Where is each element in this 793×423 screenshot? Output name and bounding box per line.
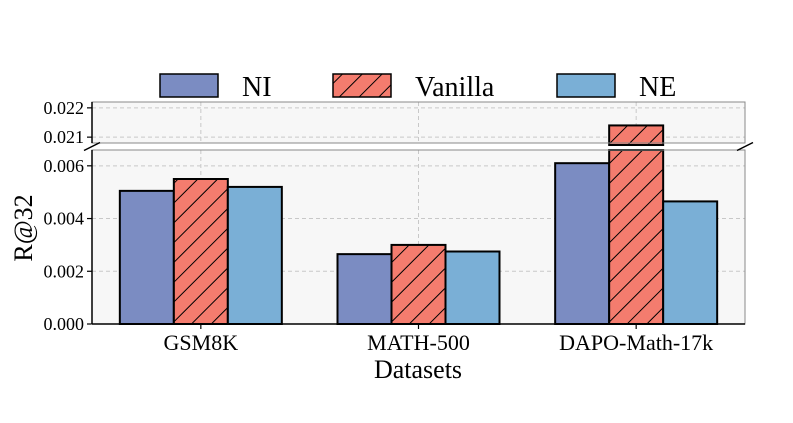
legend-label-ni: NI [242, 72, 272, 103]
axis-break-mark-right [736, 141, 754, 152]
bar-vanilla-math-500 [390, 243, 447, 325]
bar-vanilla-gsm8k [172, 178, 229, 325]
legend-swatch-vanilla [332, 73, 392, 98]
legend-swatch-ne [556, 73, 616, 98]
bar-ni-math-500 [336, 253, 393, 326]
bar-vanilla-dapo-math-17k [608, 149, 665, 325]
x-axis-title: Datasets [374, 355, 462, 384]
bar-ne-gsm8k [226, 185, 283, 325]
y-tick-label: 0.002 [44, 261, 85, 281]
bar-ni-gsm8k [118, 189, 175, 325]
x-tick-label: MATH-500 [367, 330, 470, 355]
y-tick-label: 0.000 [44, 314, 85, 334]
y-tick-label: 0.006 [44, 156, 85, 176]
bar-ne-dapo-math-17k [662, 200, 719, 325]
upper-plot-area: 0.021 0.022 [44, 98, 746, 147]
y-axis-title: R@32 [9, 194, 38, 261]
bar-ni-dapo-math-17k [554, 162, 611, 325]
y-tick-label: 0.022 [44, 98, 85, 118]
legend-swatch-ni [159, 73, 219, 98]
x-tick-label: GSM8K [164, 330, 239, 355]
axis-break-mark-left [83, 141, 101, 152]
legend: NI Vanilla NE [159, 72, 676, 103]
y-tick-label: 0.004 [44, 209, 85, 229]
y-tick-label: 0.021 [44, 127, 85, 147]
x-tick-label: DAPO-Math-17k [559, 330, 713, 355]
bar-ne-math-500 [444, 250, 501, 325]
bar-upper-vanilla-dapo-math-17k [608, 124, 665, 147]
lower-plot-area: 0.000 0.002 0.004 0.006 GSM8K MATH-500 DAPO-Ma… [44, 141, 754, 355]
legend-label-ne: NE [639, 72, 676, 103]
legend-label-vanilla: Vanilla [415, 72, 495, 103]
